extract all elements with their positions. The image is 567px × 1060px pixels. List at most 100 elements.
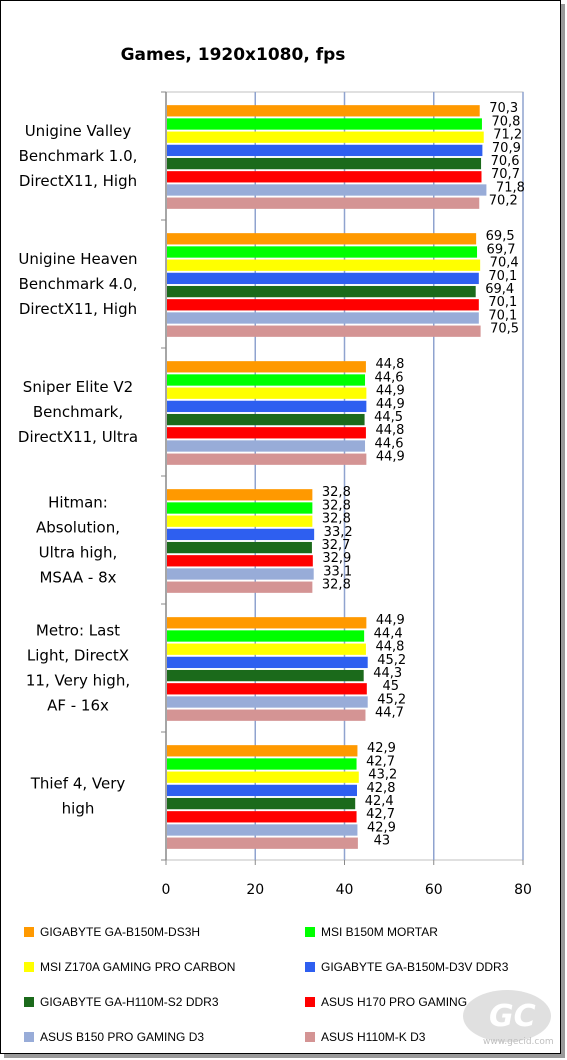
data-label: 69,5 [486,229,515,244]
data-label: 70,1 [488,295,517,310]
data-label: 32,8 [322,485,351,500]
bar [167,669,364,682]
data-label: 69,7 [487,242,516,257]
data-label: 33,2 [324,525,353,540]
bar [167,246,478,258]
bar [167,617,367,629]
bar [167,784,357,797]
data-label: 32,8 [322,512,351,527]
bar [167,683,367,695]
data-label: 44,9 [376,613,405,628]
data-label: 44,7 [375,706,404,721]
bar [167,502,313,514]
data-label: 43 [374,834,391,849]
data-label: 44,8 [375,640,404,655]
legend-label: GIGABYTE GA-B150M-DS3H [40,925,200,939]
legend-swatch [305,927,315,937]
bar [167,797,356,810]
chart-title: Games, 1920x1080, fps [121,45,346,65]
x-tick-label: 20 [246,882,264,898]
data-label: 70,7 [491,167,520,182]
data-label: 70,2 [489,194,518,209]
data-label: 71,8 [496,180,525,195]
svg-text:GC: GC [489,999,536,1034]
gecid-logo: GC www.gecid.com [461,978,554,1048]
watermark-url: www.gecid.com [483,1037,553,1047]
bar [167,197,480,209]
data-label: 44,5 [374,410,403,425]
bar [167,144,483,157]
bar [167,656,368,669]
bar [167,555,313,567]
bar [167,427,366,439]
bar [167,184,487,196]
legend-swatch [305,1032,315,1042]
bar [167,528,315,541]
data-label: 44,8 [375,423,404,438]
bar [167,811,357,823]
bar [167,643,366,655]
legend-swatch [24,1032,34,1042]
bar [167,824,358,836]
x-tick-label: 40 [336,882,354,898]
data-label: 70,1 [488,269,517,284]
legend-swatch [305,962,315,972]
category-label: Unigine Valley Benchmark 1.0, DirectX11, H… [19,122,138,190]
bar [167,709,366,721]
legend-swatch [24,997,34,1007]
x-tick-label: 0 [162,882,171,898]
data-label: 42,9 [367,820,396,835]
data-label: 32,7 [321,538,350,553]
x-tick-label: 80 [514,882,532,898]
category-label: Unigine Heaven Benchmark 4.0, DirectX11, H… [18,250,137,318]
bar [167,837,358,849]
data-label: 32,8 [322,498,351,513]
data-label: 70,4 [490,256,519,271]
bar [167,489,313,501]
data-label: 43,2 [368,768,397,783]
data-label: 33,1 [323,564,352,579]
bar [167,581,313,593]
bar [167,387,367,399]
data-label: 44,4 [374,626,403,641]
bar [167,568,314,580]
legend-label: GIGABYTE GA-B150M-D3V DDR3 [321,960,509,974]
bar [167,630,365,642]
data-label: 45 [383,679,400,694]
bar [167,259,481,271]
legend-label: MSI B150M MORTAR [321,925,438,939]
data-label: 44,9 [376,450,405,465]
bar [167,131,484,143]
data-label: 44,9 [376,397,405,412]
bar [167,299,479,311]
bar [167,374,366,386]
data-label: 45,2 [377,692,406,707]
data-label: 44,6 [375,370,404,385]
bar [167,400,367,413]
legend-label: ASUS H170 PRO GAMING [321,995,467,1009]
bar [167,771,359,783]
bar [167,233,477,245]
category-label: Metro: Last Light, DirectX 11, Very high, A… [26,622,130,715]
bar [167,440,366,452]
legend-label: MSI Z170A GAMING PRO CARBON [40,960,235,974]
category-label: Hitman: Absolution, Ultra high, MSAA - 8x [36,494,120,587]
data-label: 70,6 [491,154,520,169]
category-label: Thief 4, Very high [30,775,126,818]
bar [167,515,313,527]
legend-label: GIGABYTE GA-H110M-S2 DDR3 [40,995,219,1009]
data-label: 70,1 [488,308,517,323]
bar [167,325,481,337]
data-label: 70,8 [491,114,520,129]
data-label: 70,9 [492,141,521,156]
bar [167,413,365,426]
data-label: 44,9 [376,384,405,399]
bar [167,541,312,554]
data-label: 32,8 [322,578,351,593]
legend-swatch [24,962,34,972]
data-label: 44,6 [375,436,404,451]
legend-label: ASUS B150 PRO GAMING D3 [40,1030,204,1044]
bar [167,696,368,708]
bar [167,171,482,183]
